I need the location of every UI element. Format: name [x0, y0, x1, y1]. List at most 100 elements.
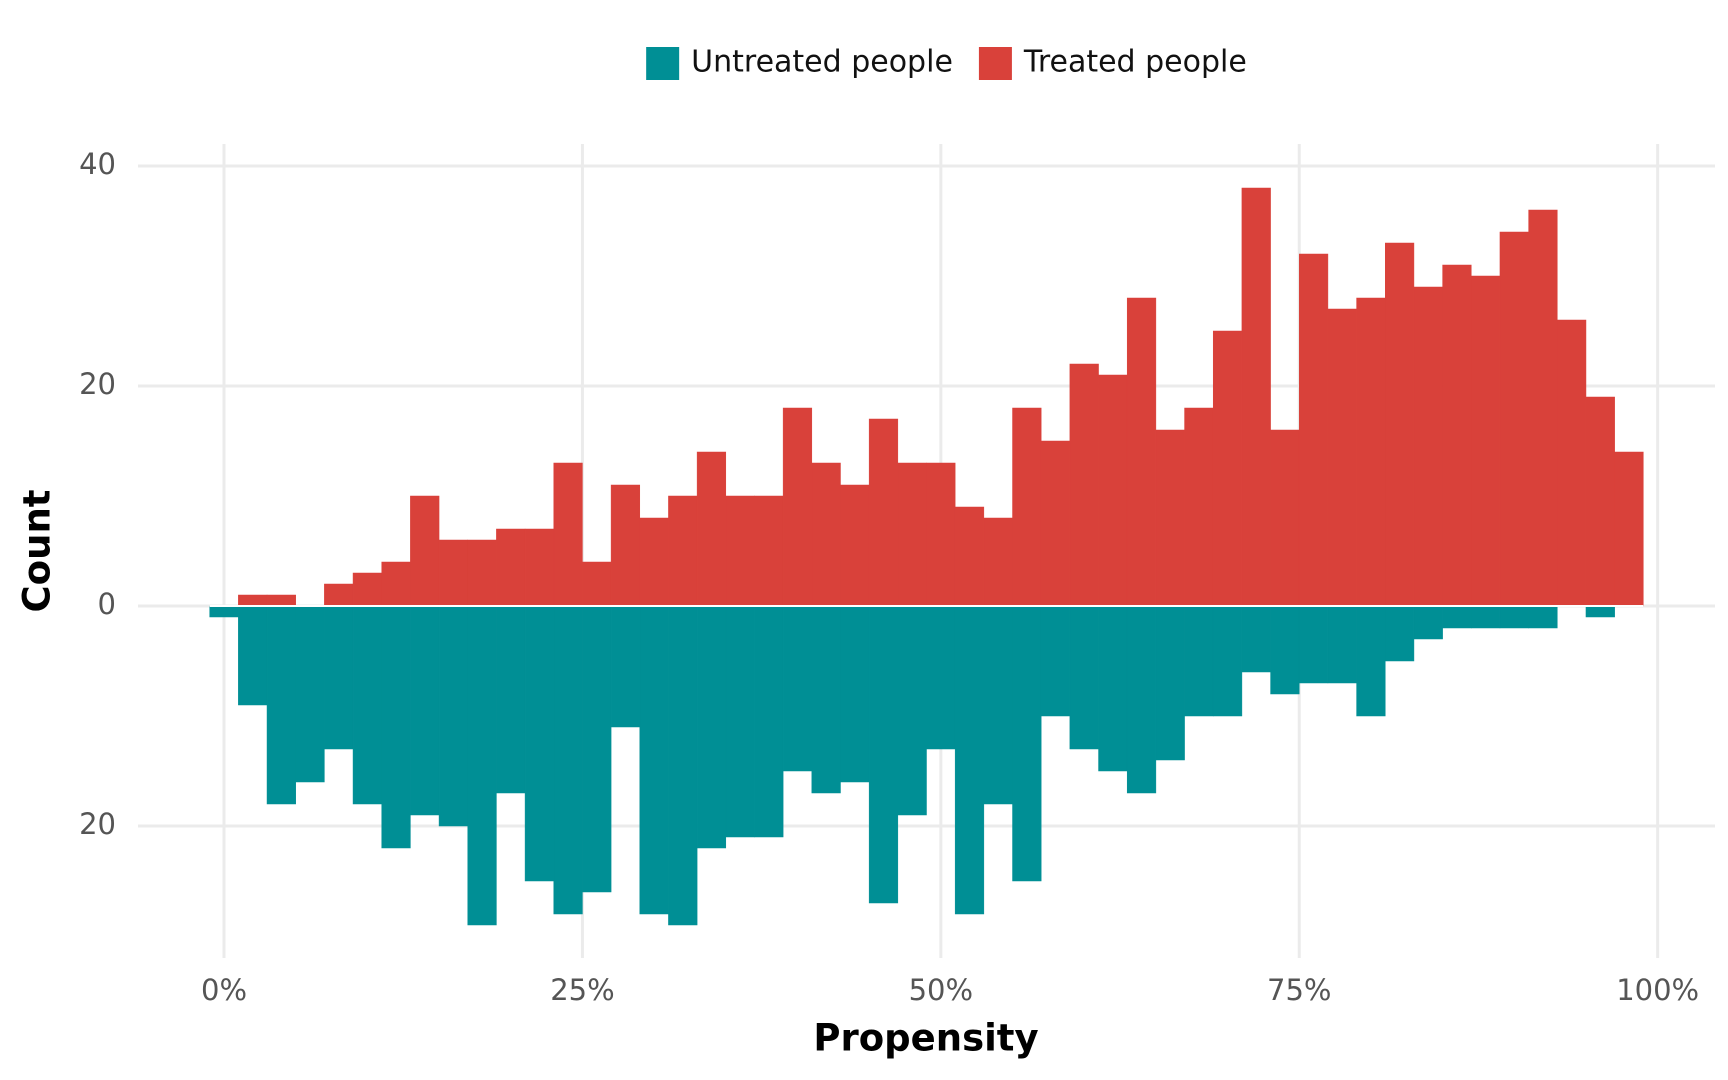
bar: [1298, 253, 1329, 607]
x-tick-label: 0%: [201, 973, 247, 1007]
bar: [381, 605, 411, 849]
bar: [983, 517, 1013, 607]
bar: [324, 605, 354, 750]
bar: [1585, 605, 1615, 618]
bar: [410, 495, 440, 607]
bar: [1327, 605, 1357, 684]
bar: [324, 583, 354, 607]
bar: [725, 605, 755, 838]
bar: [381, 561, 411, 607]
bar: [840, 484, 870, 607]
bar: [639, 517, 669, 607]
x-tick-label: 75%: [1267, 973, 1331, 1007]
bar: [295, 605, 325, 783]
bar: [352, 605, 382, 805]
bar: [1241, 605, 1271, 673]
bar: [553, 462, 583, 607]
bar: [410, 605, 440, 816]
bar: [1471, 275, 1501, 607]
bar: [811, 462, 841, 607]
bar: [1098, 374, 1128, 607]
bar: [954, 605, 985, 915]
bar: [1413, 286, 1443, 607]
bar: [1442, 264, 1472, 607]
bar: [696, 605, 727, 849]
x-axis-title: Propensity: [813, 1017, 1038, 1060]
bar: [1499, 231, 1529, 607]
bar: [524, 528, 555, 607]
bar: [524, 605, 555, 882]
bar: [1385, 605, 1415, 662]
bar: [610, 484, 641, 607]
bar: [238, 594, 268, 607]
bar: [496, 528, 526, 607]
bar: [1126, 605, 1157, 794]
bar: [1528, 605, 1558, 629]
bar: [1184, 407, 1214, 607]
bar: [1614, 451, 1644, 607]
bar: [1270, 605, 1300, 695]
bar: [1212, 330, 1243, 607]
x-tick-label: 25%: [550, 973, 614, 1007]
bar: [582, 605, 612, 893]
bar: [954, 506, 985, 607]
bar: [868, 605, 899, 904]
legend-swatch: [646, 47, 680, 80]
bar: [1155, 605, 1185, 761]
x-tick-label: 50%: [909, 973, 973, 1007]
bar: [1528, 209, 1558, 607]
bar: [438, 605, 468, 827]
bar: [1184, 605, 1214, 717]
bar: [868, 418, 899, 607]
bar: [725, 495, 755, 607]
bar: [1557, 319, 1587, 607]
bar: [1585, 396, 1615, 607]
bar: [897, 462, 927, 607]
bar: [926, 462, 956, 607]
legend-label: Treated people: [1023, 45, 1247, 80]
y-tick-label: 40: [79, 147, 116, 181]
bar: [1298, 605, 1329, 684]
bar: [983, 605, 1013, 805]
bar: [266, 605, 296, 805]
bar: [926, 605, 956, 750]
bar: [1471, 605, 1501, 629]
bar: [438, 539, 468, 607]
bar: [1098, 605, 1128, 772]
bar: [553, 605, 583, 915]
bar: [582, 561, 612, 607]
y-axis-title: Count: [16, 490, 59, 613]
y-tick-label: 20: [79, 807, 116, 841]
bar: [352, 572, 382, 607]
bar: [496, 605, 526, 794]
bar: [754, 495, 784, 607]
bar: [1270, 429, 1300, 607]
x-tick-label: 100%: [1616, 973, 1699, 1007]
bar: [1126, 297, 1157, 607]
bar: [1155, 429, 1185, 607]
bar: [610, 605, 641, 728]
legend-label: Untreated people: [691, 45, 953, 80]
bar: [1040, 605, 1071, 717]
bar: [668, 495, 698, 607]
bar: [1012, 407, 1042, 607]
bar: [467, 605, 497, 926]
bar: [1040, 440, 1071, 607]
bar: [1385, 242, 1415, 607]
bar: [668, 605, 698, 926]
legend-swatch: [978, 47, 1012, 80]
bar: [639, 605, 669, 915]
bar: [696, 451, 727, 607]
bar: [754, 605, 784, 838]
bar: [1069, 363, 1099, 607]
bar: [209, 605, 239, 618]
bar: [1241, 187, 1271, 607]
bar: [840, 605, 870, 783]
y-tick-label: 20: [79, 367, 116, 401]
bar: [467, 539, 497, 607]
bar: [782, 605, 813, 772]
bar: [1012, 605, 1042, 882]
bar: [238, 605, 268, 706]
bar: [1356, 297, 1386, 607]
